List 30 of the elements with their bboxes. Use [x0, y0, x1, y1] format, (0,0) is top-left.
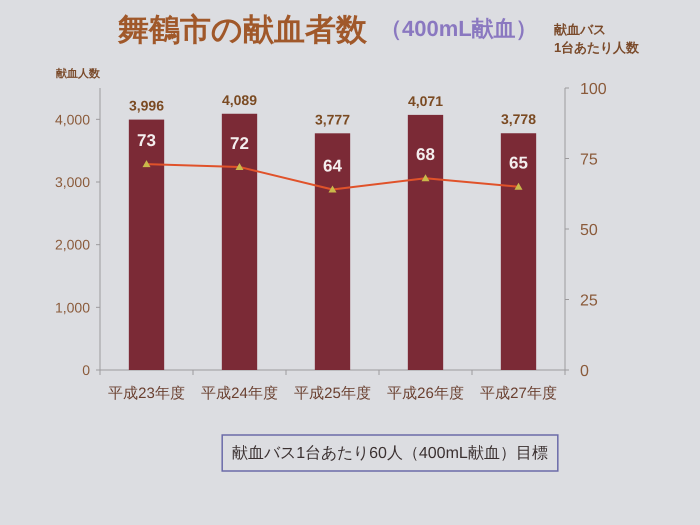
y2-tick-label: 0	[580, 363, 589, 380]
data-label: 4,071	[408, 92, 444, 109]
data-label: 73	[137, 131, 156, 150]
y-tick-label: 2,000	[54, 236, 90, 253]
y-tick-label: 0	[82, 362, 90, 378]
data-label: 72	[230, 134, 249, 153]
y-tick-label: 1,000	[54, 299, 90, 316]
y-tick-label: 3,000	[54, 174, 90, 190]
data-label: 4,089	[222, 92, 258, 108]
y2label: 献血バス 1台あたり人数	[554, 22, 640, 55]
data-label: 68	[416, 145, 435, 164]
y2-tick-label: 75	[580, 152, 598, 168]
data-label: 3,778	[500, 111, 536, 128]
data-label: 3,777	[314, 111, 350, 128]
annotation: 献血バス1台あたり60人（400mL献血）目標	[221, 434, 559, 472]
subtitle: （400mL献血）	[380, 16, 538, 41]
x-tick-label: 平成27年度	[480, 385, 557, 402]
x-tick-label: 平成25年度	[294, 385, 371, 402]
y2-tick-label: 100	[580, 81, 607, 98]
y2-tick-label: 25	[580, 292, 598, 310]
data-label: 3,996	[128, 98, 164, 114]
x-tick-label: 平成24年度	[201, 385, 278, 402]
x-tick-label: 平成26年度	[387, 385, 464, 402]
data-label: 64	[323, 156, 342, 176]
data-label: 65	[509, 154, 528, 173]
title: 舞鶴市の献血者数	[118, 12, 367, 47]
ylabel: 献血人数	[56, 68, 100, 80]
x-tick-label: 平成23年度	[108, 385, 185, 402]
y-tick-label: 4,000	[54, 111, 90, 128]
y2-tick-label: 50	[580, 222, 598, 239]
